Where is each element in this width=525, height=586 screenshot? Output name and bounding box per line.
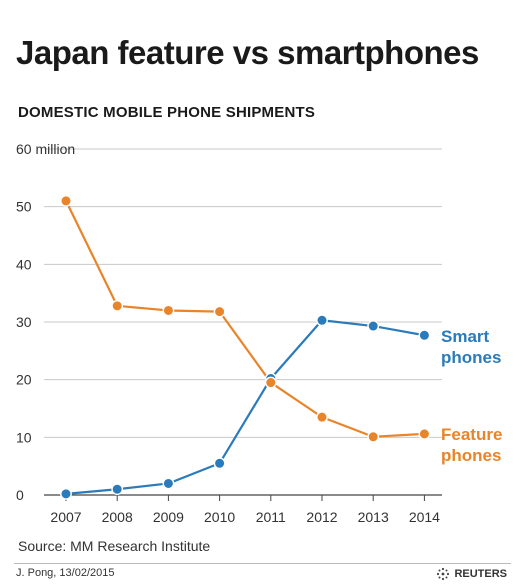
data-point-smart-phones <box>60 487 72 500</box>
brand-mark: REUTERS <box>436 567 507 581</box>
x-tick-label: 2012 <box>306 509 337 525</box>
reuters-logo-icon <box>437 567 450 581</box>
y-tick-label: 60 million <box>16 141 75 157</box>
y-tick-label: 10 <box>16 429 32 445</box>
series-label-feature-phones: Feature phones <box>441 424 502 466</box>
data-point-feature-phones <box>162 304 175 317</box>
data-point-feature-phones <box>316 411 328 424</box>
y-tick-label: 40 <box>16 256 32 272</box>
footer-divider <box>14 563 511 564</box>
data-point-smart-phones <box>367 320 380 332</box>
y-tick-label: 30 <box>16 314 32 330</box>
chart-title: Japan feature vs smartphones <box>16 34 479 71</box>
chart-subtitle: DOMESTIC MOBILE PHONE SHIPMENTS <box>18 104 316 121</box>
x-tick-label: 2011 <box>256 509 286 525</box>
data-point-smart-phones <box>418 329 431 342</box>
series-label-feature-line2: phones <box>441 446 502 465</box>
y-tick-label: 50 <box>16 199 32 215</box>
x-tick-label: 2007 <box>50 509 81 525</box>
series-line-feature-phones <box>65 200 425 438</box>
series-label-smart-line2: phones <box>441 348 502 367</box>
data-point-feature-phones <box>60 194 72 207</box>
data-point-feature-phones <box>418 427 431 440</box>
x-tick-label: 2009 <box>153 509 184 525</box>
source-note: Source: MM Research Institute <box>18 538 211 554</box>
brand-name: REUTERS <box>454 568 507 580</box>
y-tick-label: 20 <box>16 372 32 388</box>
series-label-smart-line1: Smart <box>441 327 490 346</box>
series-label-feature-line1: Feature <box>441 425 503 444</box>
data-point-smart-phones <box>162 477 175 490</box>
data-point-smart-phones <box>213 457 226 470</box>
data-point-feature-phones <box>213 305 226 318</box>
x-tick-label: 2010 <box>204 509 235 525</box>
x-tick-label: 2008 <box>102 509 133 525</box>
data-point-feature-phones <box>111 299 124 312</box>
data-point-smart-phones <box>111 483 124 496</box>
credit-line: J. Pong, 13/02/2015 <box>16 567 115 579</box>
y-tick-label: 0 <box>16 487 24 503</box>
series-line-smart-phones <box>65 319 425 495</box>
x-tick-label: 2013 <box>358 509 389 525</box>
data-point-feature-phones <box>367 430 380 443</box>
x-tick-label: 2014 <box>409 509 440 525</box>
series-label-smart-phones: Smart phones <box>441 326 501 368</box>
data-point-smart-phones <box>316 314 328 327</box>
data-point-feature-phones <box>264 376 277 389</box>
